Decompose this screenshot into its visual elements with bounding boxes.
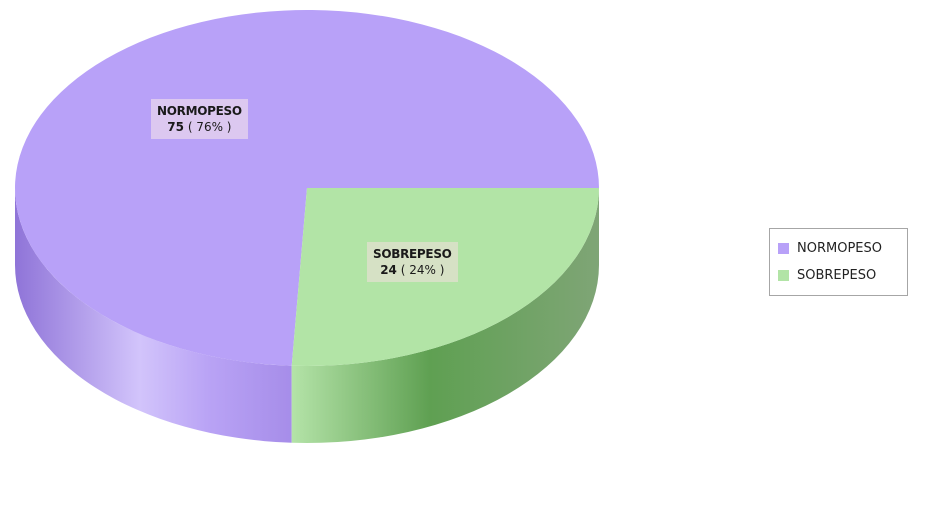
data-label-sobrepeso-name: SOBREPESO <box>373 247 452 261</box>
pie-side-layer <box>15 188 599 443</box>
legend-item-normopeso[interactable]: NORMOPESO <box>778 235 907 262</box>
legend-swatch-normopeso <box>778 243 789 254</box>
legend-label-sobrepeso: SOBREPESO <box>797 268 877 283</box>
pie-side-sobrepeso <box>291 188 599 443</box>
data-label-normopeso-name: NORMOPESO <box>157 104 242 118</box>
data-label-normopeso-percent: ( 76% ) <box>187 120 232 134</box>
chart-legend: NORMOPESO SOBREPESO <box>769 228 908 296</box>
legend-swatch-sobrepeso <box>778 270 789 281</box>
legend-item-sobrepeso[interactable]: SOBREPESO <box>778 262 907 289</box>
data-label-normopeso: NORMOPESO 75 ( 76% ) <box>151 99 248 139</box>
pie-side-normopeso <box>15 188 292 443</box>
pie-top-layer <box>15 10 600 366</box>
data-label-normopeso-value: 75 <box>167 120 184 134</box>
data-label-sobrepeso-percent: ( 24% ) <box>400 263 445 277</box>
data-label-sobrepeso: SOBREPESO 24 ( 24% ) <box>367 242 458 282</box>
pie-slice-normopeso[interactable] <box>15 10 600 366</box>
data-label-sobrepeso-value: 24 <box>380 263 397 277</box>
legend-label-normopeso: NORMOPESO <box>797 241 882 256</box>
